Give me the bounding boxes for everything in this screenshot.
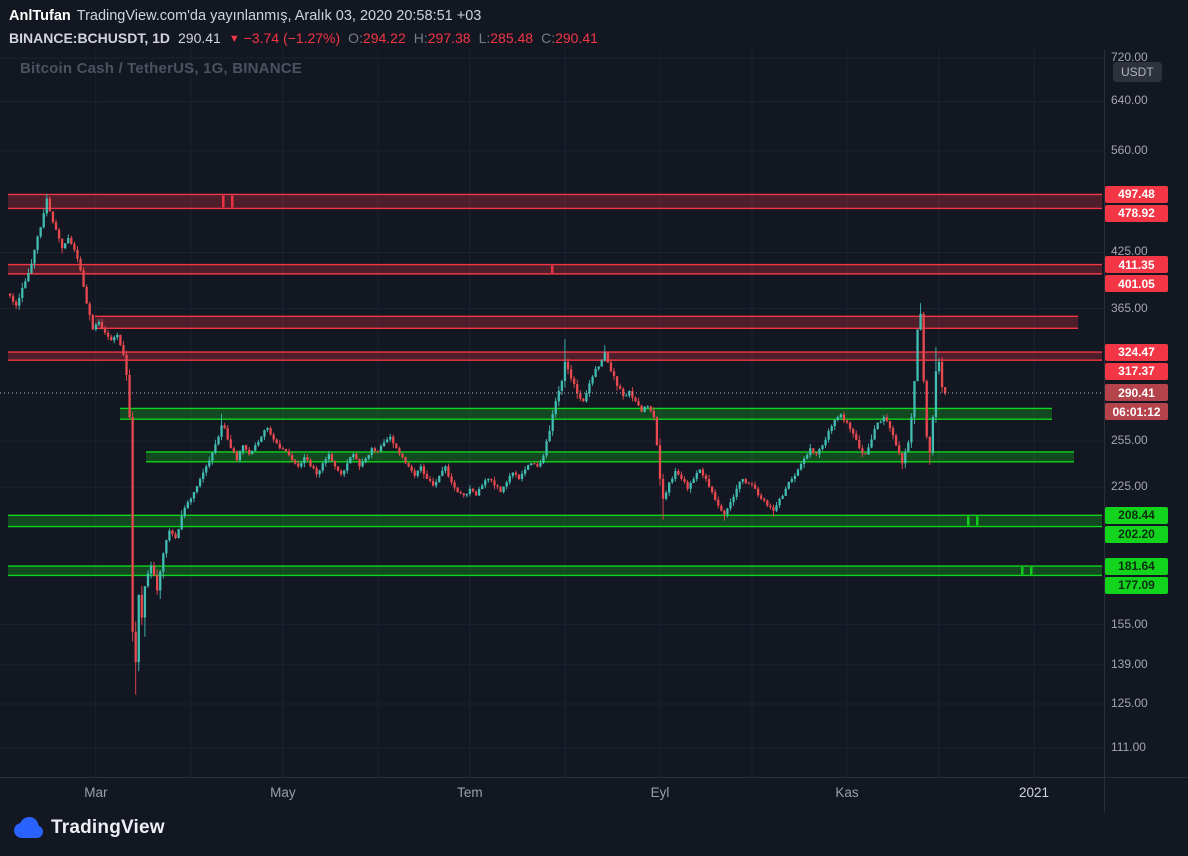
price-tick-label: 111.00 xyxy=(1111,739,1146,754)
price-change: ▼ −3.74 (−1.27%) xyxy=(229,30,340,46)
price-tick-label: 155.00 xyxy=(1111,616,1148,631)
resistance-price-label: 317.37 xyxy=(1105,362,1168,380)
price-tick-label: 225.00 xyxy=(1111,479,1148,494)
price-tick-label: 365.00 xyxy=(1111,300,1148,315)
price-tick-label: 720.00 xyxy=(1111,49,1148,64)
bar-countdown-label: 06:01:12 xyxy=(1105,403,1168,421)
time-tick-label: Tem xyxy=(457,785,483,800)
support-price-label: 208.44 xyxy=(1105,506,1168,524)
support-zone[interactable] xyxy=(146,451,1074,463)
ohlc-close: C:290.41 xyxy=(541,30,598,46)
resistance-zone[interactable] xyxy=(95,315,1078,330)
logo-text: TradingView xyxy=(51,817,165,838)
support-price-label: 177.09 xyxy=(1105,576,1168,594)
publication-text: TradingView.com'da yayınlanmış, Aralık 0… xyxy=(76,8,482,24)
resistance-zone[interactable] xyxy=(8,351,1102,361)
time-tick-label: May xyxy=(270,785,296,800)
price-tick-label: 125.00 xyxy=(1111,695,1148,710)
ohlc-high: H:297.38 xyxy=(413,30,471,46)
chart-watermark: Bitcoin Cash / TetherUS, 1G, BINANCE xyxy=(20,60,302,77)
time-tick-label: Eyl xyxy=(650,785,670,800)
support-zone[interactable] xyxy=(120,407,1052,420)
symbol-title: BINANCE:BCHUSDT, 1D xyxy=(9,30,171,46)
quote-currency-badge[interactable]: USDT xyxy=(1113,62,1162,82)
resistance-price-label: 401.05 xyxy=(1105,275,1168,293)
resistance-price-label: 497.48 xyxy=(1105,185,1168,203)
time-tick-label: Kas xyxy=(835,785,859,800)
price-axis[interactable]: USDT 720.00 640.00 560.00 425.00 365.00 255.0… xyxy=(1104,0,1188,856)
price-tick-label: 425.00 xyxy=(1111,244,1148,259)
grid xyxy=(0,50,1104,777)
resistance-price-label: 411.35 xyxy=(1105,256,1168,274)
tradingview-logo[interactable]: TradingView xyxy=(13,817,165,839)
ohlc-low: L:285.48 xyxy=(478,30,534,46)
resistance-price-label: 478.92 xyxy=(1105,204,1168,222)
support-price-label: 202.20 xyxy=(1105,525,1168,543)
support-price-label: 181.64 xyxy=(1105,557,1168,575)
resistance-zone[interactable] xyxy=(8,193,1102,210)
time-tick-label: Mar xyxy=(84,785,108,800)
price-tick-label: 255.00 xyxy=(1111,432,1148,447)
time-axis[interactable]: Mar May Tem Eyl Kas 2021 xyxy=(0,777,1188,856)
support-zone[interactable] xyxy=(8,514,1102,528)
last-price-value: 290.41 xyxy=(178,30,221,46)
price-tick-label: 139.00 xyxy=(1111,656,1148,671)
author-name: AnlTufan xyxy=(9,8,71,24)
support-zone[interactable] xyxy=(8,565,1102,577)
candles xyxy=(8,194,947,695)
symbol-info-line: BINANCE:BCHUSDT, 1D 290.41 ▼ −3.74 (−1.2… xyxy=(9,30,598,46)
last-price-label: 290.41 xyxy=(1105,384,1168,402)
ohlc-open: O:294.22 xyxy=(348,30,406,46)
price-tick-label: 640.00 xyxy=(1111,93,1148,108)
cloud-logo-icon xyxy=(14,817,43,838)
change-value: −3.74 (−1.27%) xyxy=(243,30,341,46)
time-tick-label: 2021 xyxy=(1019,785,1050,800)
resistance-price-label: 324.47 xyxy=(1105,343,1168,361)
price-tick-label: 560.00 xyxy=(1111,142,1148,157)
resistance-zone[interactable] xyxy=(8,263,1102,275)
publication-line: AnlTufan TradingView.com'da yayınlanmış, … xyxy=(9,8,481,24)
down-triangle-icon: ▼ xyxy=(228,33,240,45)
